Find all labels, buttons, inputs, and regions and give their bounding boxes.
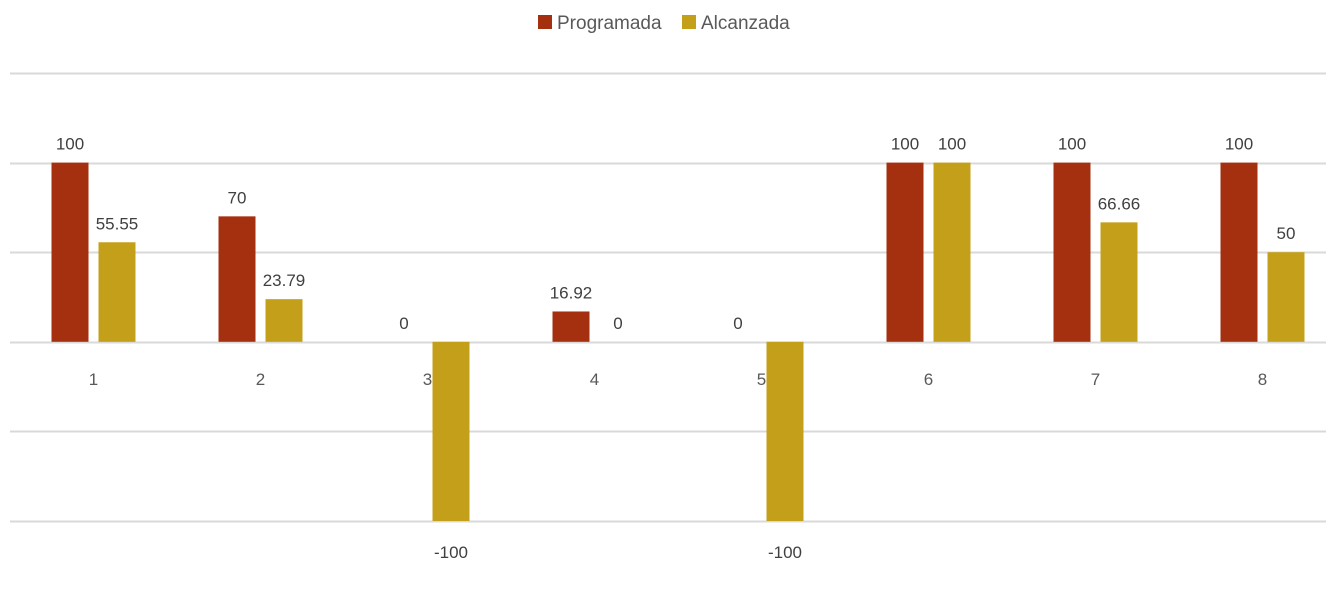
x-tick-label: 6 bbox=[924, 370, 933, 389]
legend-label-1: Alcanzada bbox=[701, 13, 790, 34]
data-label-alcanzada-1: 55.55 bbox=[96, 214, 139, 233]
legend-swatch-0 bbox=[538, 15, 552, 29]
data-label-programada-1: 100 bbox=[56, 135, 84, 154]
bar-programada-6 bbox=[886, 162, 924, 342]
data-label-programada-4: 16.92 bbox=[550, 283, 593, 302]
legend-swatch-1 bbox=[682, 15, 696, 29]
bar-programada-8 bbox=[1220, 162, 1258, 342]
data-label-programada-6: 100 bbox=[891, 135, 919, 154]
bar-alcanzada-8 bbox=[1267, 252, 1305, 342]
x-tick-label: 2 bbox=[256, 370, 265, 389]
bar-alcanzada-6 bbox=[933, 162, 971, 342]
legend-label-0: Programada bbox=[557, 13, 662, 34]
data-label-alcanzada-5: -100 bbox=[768, 543, 802, 562]
data-label-programada-8: 100 bbox=[1225, 135, 1253, 154]
x-tick-label: 3 bbox=[423, 370, 432, 389]
chart-data-labels: 100 55.55 70 23.79 0 -100 16.92 0 0 -100 100 100 100… bbox=[56, 135, 1296, 562]
x-tick-label: 4 bbox=[590, 370, 599, 389]
data-label-alcanzada-2: 23.79 bbox=[263, 271, 306, 290]
data-label-alcanzada-4: 0 bbox=[613, 314, 622, 333]
chart-x-tick-labels: 1 2 3 4 5 6 7 8 bbox=[89, 370, 1267, 389]
bar-alcanzada-3 bbox=[432, 341, 470, 521]
bar-alcanzada-5 bbox=[766, 341, 804, 521]
bar-programada-4 bbox=[552, 311, 590, 342]
chart-bars bbox=[51, 162, 1305, 521]
data-label-programada-3: 0 bbox=[399, 314, 408, 333]
bar-programada-2 bbox=[218, 216, 256, 342]
x-tick-label: 7 bbox=[1091, 370, 1100, 389]
bar-programada-1 bbox=[51, 162, 89, 342]
x-tick-label: 5 bbox=[757, 370, 766, 389]
chart-legend: Programada Alcanzada bbox=[538, 13, 790, 34]
data-label-alcanzada-6: 100 bbox=[938, 135, 966, 154]
x-tick-label: 1 bbox=[89, 370, 98, 389]
x-tick-label: 8 bbox=[1258, 370, 1267, 389]
data-label-alcanzada-8: 50 bbox=[1277, 224, 1296, 243]
bar-alcanzada-2 bbox=[265, 299, 303, 342]
data-label-alcanzada-3: -100 bbox=[434, 543, 468, 562]
data-label-programada-2: 70 bbox=[228, 188, 247, 207]
bar-alcanzada-7 bbox=[1100, 222, 1138, 342]
data-label-programada-5: 0 bbox=[733, 314, 742, 333]
bar-alcanzada-1 bbox=[98, 242, 136, 342]
data-label-programada-7: 100 bbox=[1058, 135, 1086, 154]
data-label-alcanzada-7: 66.66 bbox=[1098, 194, 1141, 213]
bar-programada-7 bbox=[1053, 162, 1091, 342]
